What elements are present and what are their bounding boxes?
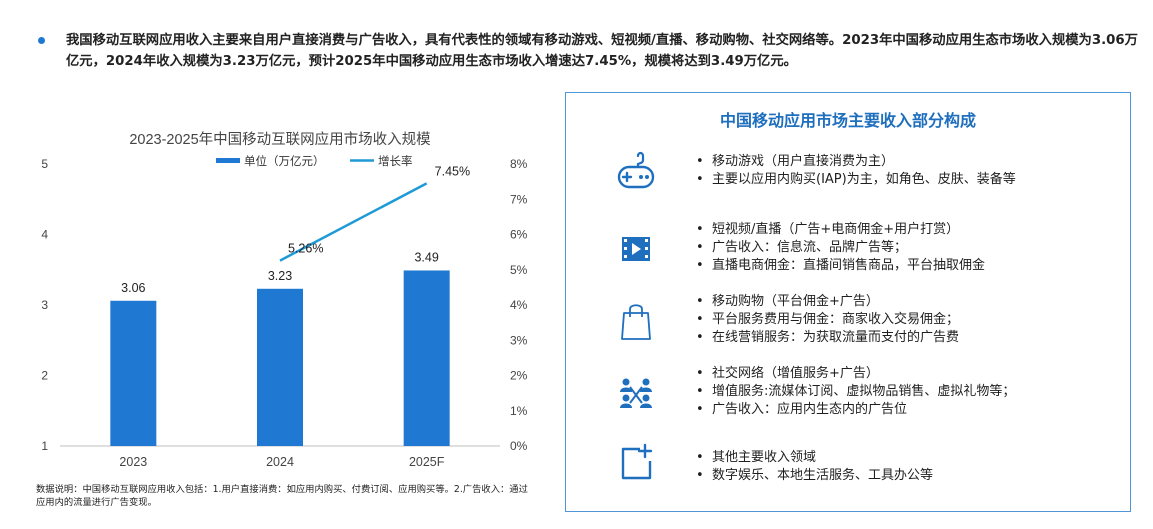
bar [110, 300, 157, 446]
gamepad-icon [614, 151, 658, 195]
y-right-tick-label: 3% [510, 333, 528, 347]
y-right-tick-label: 7% [510, 192, 528, 206]
item-line: 广告收入：应用内生态内的广告位 [712, 402, 908, 417]
item-line: 社交网络（增值服务+广告） [712, 366, 879, 381]
item-line: 主要以应用内购买(IAP)为主，如角色、皮肤、装备等 [712, 172, 1016, 187]
social-network-icon [614, 371, 658, 415]
y-left-tick-label: 1 [41, 439, 48, 453]
x-tick-label: 2023 [119, 455, 147, 469]
bar [403, 270, 450, 446]
video-icon [614, 229, 658, 273]
growth-line [279, 182, 428, 262]
y-right-tick-label: 6% [510, 228, 528, 242]
item-line: 数字娱乐、本地生活服务、工具办公等 [712, 468, 934, 483]
add-square-icon [614, 441, 658, 485]
item-line: 广告收入：信息流、品牌广告等； [712, 240, 908, 255]
y-right-tick-label: 8% [510, 157, 528, 171]
y-right-tick-label: 1% [510, 404, 528, 418]
intro-text: 我国移动互联网应用收入主要来自用户直接消费与广告收入，具有代表性的领域有移动游戏… [66, 33, 1138, 69]
item-line: 移动购物（平台佣金+广告） [712, 294, 879, 309]
panel-title: 中国移动应用市场主要收入部分构成 [719, 111, 976, 130]
y-right-tick-label: 2% [510, 369, 528, 383]
legend-bar-swatch [216, 158, 240, 163]
legend-bar-label: 单位（万亿元） [244, 154, 325, 168]
y-right-tick-label: 5% [510, 263, 528, 277]
line-value-label: 7.45% [435, 164, 470, 178]
item-line: 增值服务:流媒体订阅、虚拟物品销售、虚拟礼物等； [712, 384, 1016, 399]
item-line: 直播电商佣金：直播间销售商品，平台抽取佣金 [712, 258, 986, 273]
y-left-tick-label: 3 [41, 298, 48, 312]
chart-title: 2023-2025年中国移动互联网应用市场收入规模 [129, 130, 430, 148]
item-line: 短视频/直播（广告+电商佣金+用户打赏） [712, 222, 960, 237]
bullet-icon [38, 37, 45, 44]
bar-value-label: 3.23 [268, 269, 292, 283]
revenue-composition-panel: 中国移动应用市场主要收入部分构成 • 移动游戏（用户直接消费为主） • 主要以应用内… [565, 92, 1131, 512]
item-line: 其他主要收入领域 [712, 450, 817, 465]
y-right-tick-label: 4% [510, 298, 528, 312]
x-tick-label: 2025F [409, 455, 445, 469]
data-note: 数据说明：中国移动互联网应用收入包括：1.用户直接消费：如应用内购买、付费订阅、… [36, 484, 528, 508]
item-line: 移动游戏（用户直接消费为主） [712, 154, 895, 169]
line-value-label: 5.26% [288, 242, 323, 256]
y-left-tick-label: 4 [41, 228, 48, 242]
y-left-tick-label: 5 [41, 157, 48, 171]
x-tick-label: 2024 [266, 455, 294, 469]
y-right-tick-label: 0% [510, 439, 528, 453]
item-line: 在线营销服务：为获取流量而支付的广告费 [712, 330, 960, 345]
y-left-tick-label: 2 [41, 369, 48, 383]
legend-line-label: 增长率 [378, 154, 413, 168]
item-line: 平台服务费用与佣金：商家收入交易佣金； [712, 312, 960, 327]
shopping-bag-icon [614, 299, 658, 343]
bar-value-label: 3.06 [121, 281, 145, 295]
bar [257, 288, 303, 446]
bar-value-label: 3.49 [414, 250, 438, 264]
